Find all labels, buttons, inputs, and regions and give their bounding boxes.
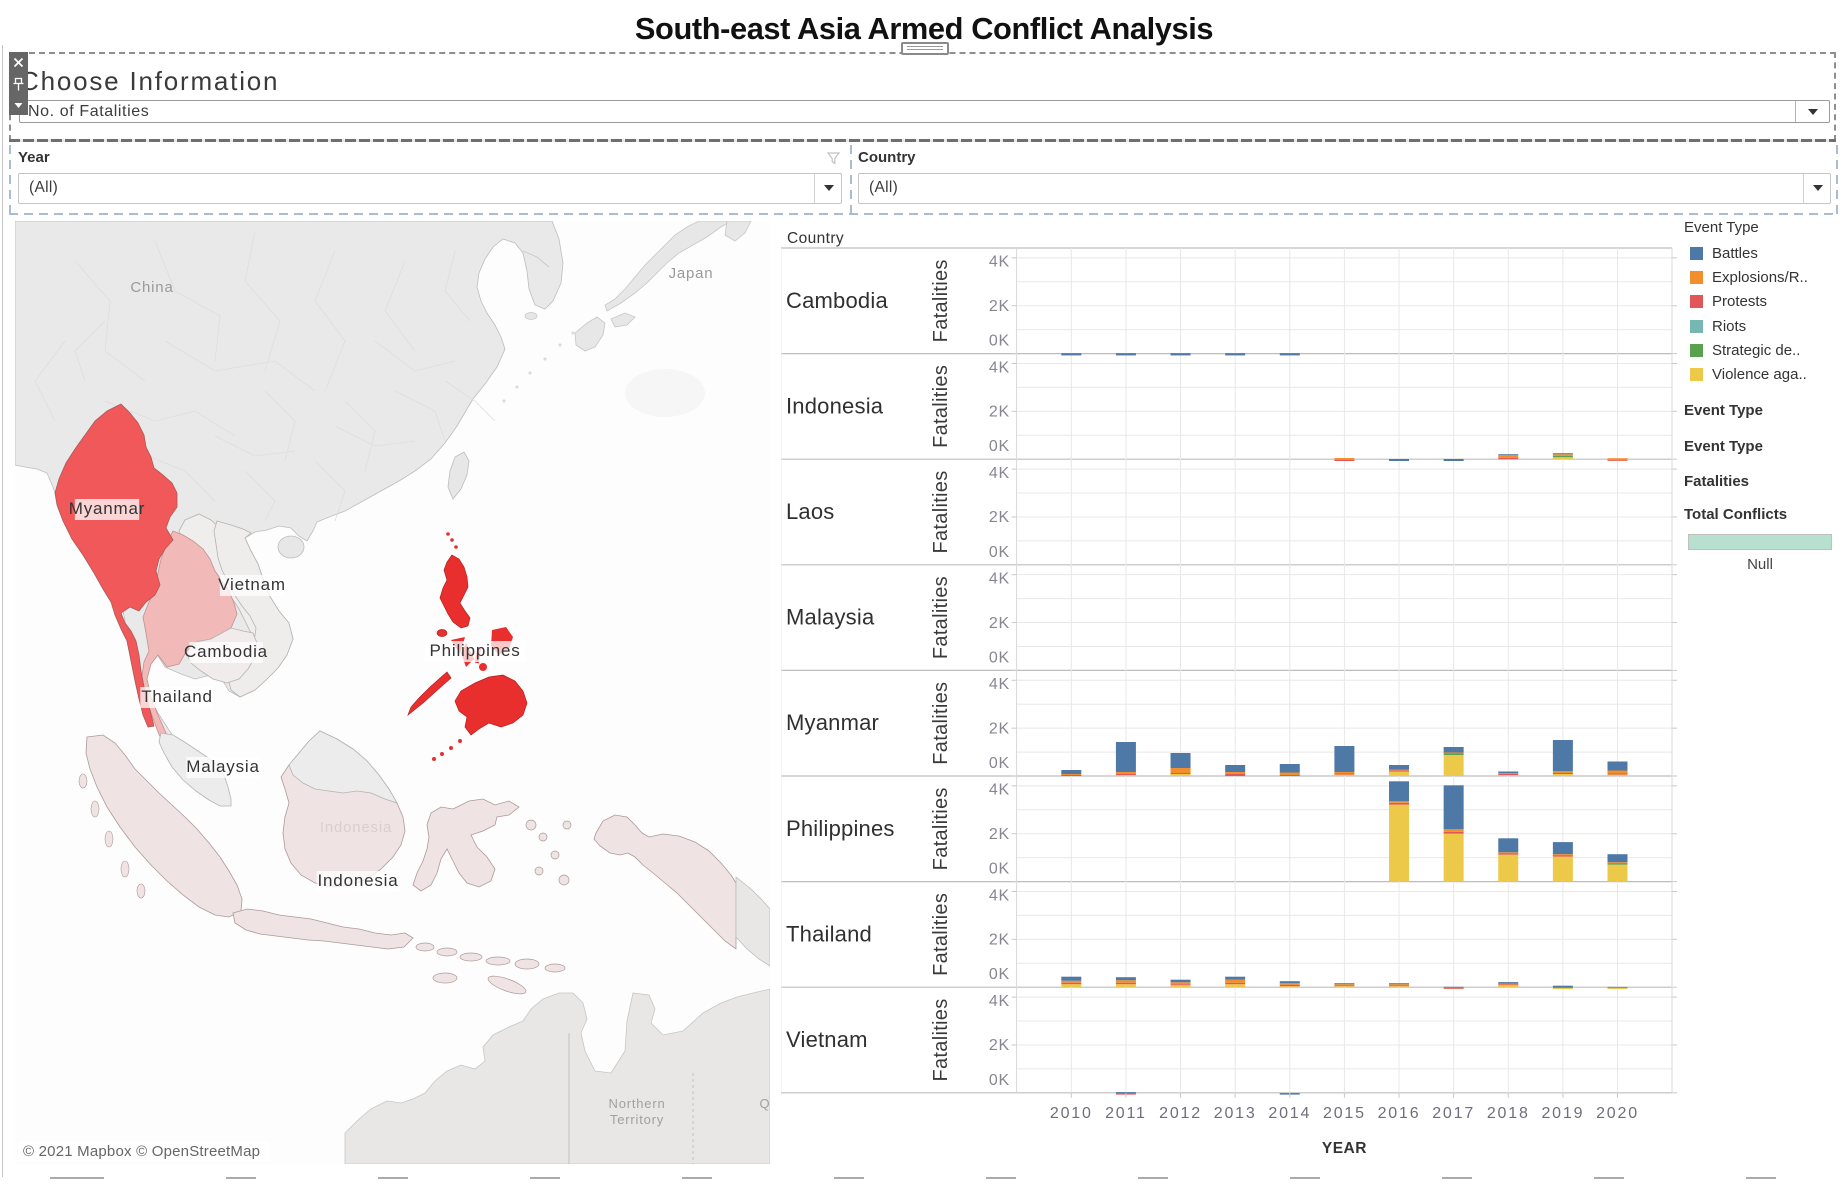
svg-text:Fatalities: Fatalities (930, 470, 952, 553)
svg-text:Cambodia: Cambodia (184, 642, 268, 661)
svg-text:2K: 2K (989, 932, 1010, 949)
svg-text:Cambodia: Cambodia (786, 288, 888, 313)
svg-text:4K: 4K (989, 887, 1010, 904)
svg-text:Country: Country (787, 230, 844, 247)
svg-text:2016: 2016 (1378, 1105, 1421, 1122)
svg-text:Vietnam: Vietnam (786, 1027, 868, 1052)
svg-text:0K: 0K (989, 1072, 1010, 1089)
svg-text:Fatalities: Fatalities (930, 787, 952, 870)
svg-text:Malaysia: Malaysia (786, 605, 875, 630)
svg-text:2013: 2013 (1214, 1105, 1257, 1122)
svg-text:Philippines: Philippines (429, 641, 520, 660)
svg-text:2K: 2K (989, 298, 1010, 315)
svg-text:Malaysia: Malaysia (186, 757, 259, 776)
svg-text:4K: 4K (989, 465, 1010, 482)
svg-text:Philippines: Philippines (786, 816, 895, 841)
svg-text:Indonesia: Indonesia (786, 393, 884, 418)
svg-text:2K: 2K (989, 1037, 1010, 1054)
svg-text:4K: 4K (989, 571, 1010, 588)
svg-text:2K: 2K (989, 404, 1010, 421)
svg-text:Territory: Territory (610, 1112, 664, 1127)
svg-text:Fatalities: Fatalities (930, 576, 952, 659)
svg-text:4K: 4K (989, 254, 1010, 271)
svg-text:Vietnam: Vietnam (218, 575, 286, 594)
svg-text:Indonesia: Indonesia (318, 871, 399, 890)
svg-text:2019: 2019 (1541, 1105, 1584, 1122)
svg-text:4K: 4K (989, 676, 1010, 693)
svg-text:Q: Q (760, 1096, 770, 1111)
svg-text:Thailand: Thailand (141, 687, 213, 706)
svg-text:0K: 0K (989, 544, 1010, 561)
svg-text:2K: 2K (989, 615, 1010, 632)
svg-text:China: China (130, 279, 173, 296)
svg-text:Fatalities: Fatalities (930, 365, 952, 448)
svg-text:0K: 0K (989, 966, 1010, 983)
svg-text:Myanmar: Myanmar (786, 710, 879, 735)
svg-text:Japan: Japan (669, 265, 714, 282)
svg-text:2K: 2K (989, 826, 1010, 843)
svg-text:2017: 2017 (1432, 1105, 1475, 1122)
svg-text:2K: 2K (989, 720, 1010, 737)
svg-text:4K: 4K (989, 359, 1010, 376)
svg-text:2018: 2018 (1487, 1105, 1530, 1122)
svg-text:Indonesia: Indonesia (320, 819, 392, 836)
svg-text:Fatalities: Fatalities (930, 682, 952, 765)
svg-text:0K: 0K (989, 649, 1010, 666)
svg-text:YEAR: YEAR (1322, 1140, 1367, 1157)
svg-text:4K: 4K (989, 782, 1010, 799)
svg-text:Laos: Laos (786, 499, 835, 524)
svg-text:Fatalities: Fatalities (930, 998, 952, 1081)
svg-text:2K: 2K (989, 509, 1010, 526)
svg-text:2011: 2011 (1105, 1105, 1147, 1122)
svg-text:2012: 2012 (1159, 1105, 1202, 1122)
svg-text:2020: 2020 (1596, 1105, 1639, 1122)
svg-text:2015: 2015 (1323, 1105, 1366, 1122)
svg-text:Thailand: Thailand (786, 921, 872, 946)
svg-text:Fatalities: Fatalities (930, 893, 952, 976)
svg-text:0K: 0K (989, 333, 1010, 350)
svg-text:4K: 4K (989, 993, 1010, 1010)
svg-text:Northern: Northern (609, 1096, 666, 1111)
svg-text:© 2021 Mapbox © OpenStreetMap: © 2021 Mapbox © OpenStreetMap (23, 1143, 260, 1160)
svg-text:2010: 2010 (1050, 1105, 1093, 1122)
svg-text:0K: 0K (989, 861, 1010, 878)
svg-text:0K: 0K (989, 438, 1010, 455)
svg-text:2014: 2014 (1268, 1105, 1311, 1122)
svg-text:0K: 0K (989, 755, 1010, 772)
svg-text:Fatalities: Fatalities (930, 259, 952, 342)
svg-text:Myanmar: Myanmar (69, 499, 145, 518)
